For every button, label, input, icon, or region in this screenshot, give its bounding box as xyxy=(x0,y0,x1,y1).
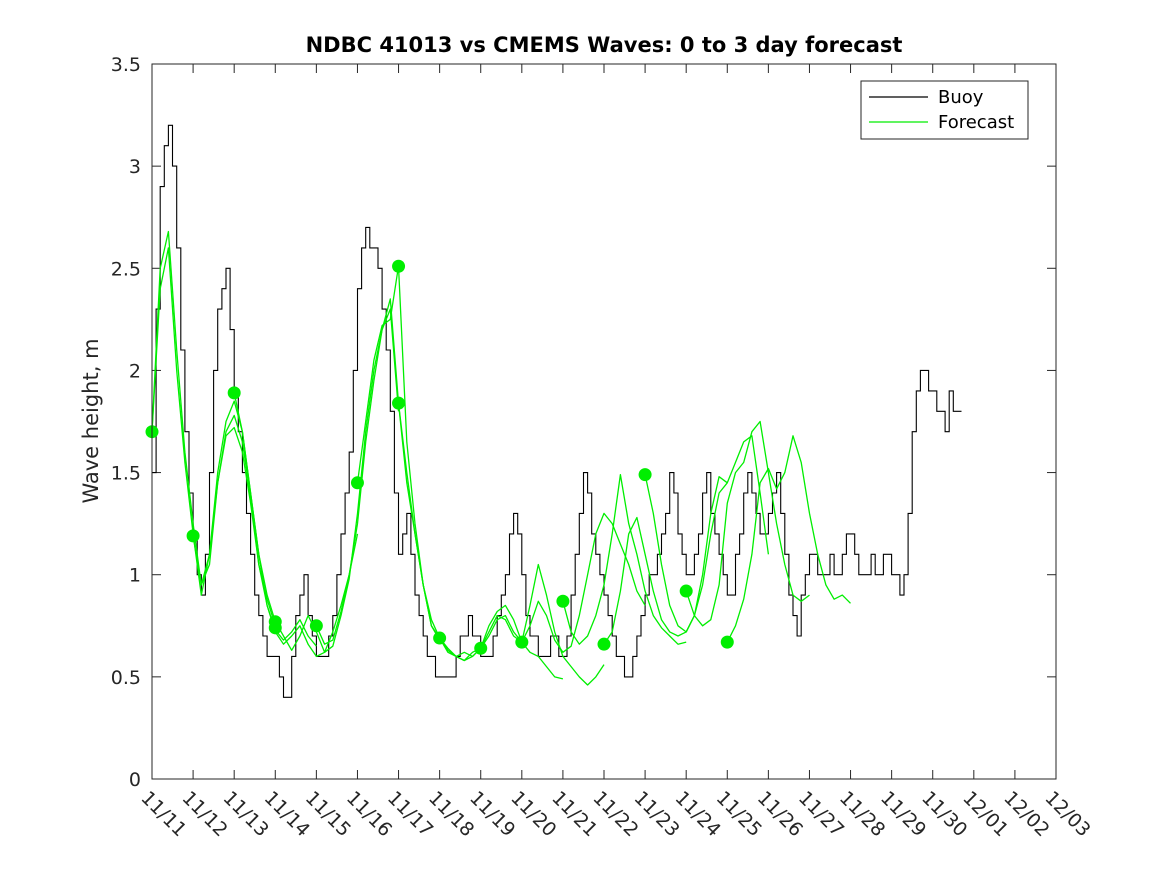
legend-buoy-label: Buoy xyxy=(938,87,984,108)
forecast-line xyxy=(562,473,687,645)
forecast-line xyxy=(233,392,359,658)
y-tick-label: 3.5 xyxy=(111,54,141,76)
forecast-start-point xyxy=(556,594,570,608)
forecast-line xyxy=(439,604,564,680)
y-tick-label: 0.5 xyxy=(111,667,141,689)
forecast-start-point xyxy=(392,396,406,410)
y-axis-label: Wave height, m xyxy=(79,338,103,503)
forecast-start-point xyxy=(597,637,611,651)
y-axis: 0 0.5 1 1.5 2 2.5 3 3.5 xyxy=(111,54,1056,791)
y-tick-label: 0 xyxy=(129,769,141,791)
y-tick-label: 1 xyxy=(129,565,141,587)
forecast-line xyxy=(480,563,605,686)
legend-box xyxy=(860,80,1029,140)
forecast-line xyxy=(644,435,770,633)
forecast-start-point xyxy=(433,631,447,645)
forecast-start-point xyxy=(515,635,529,649)
forecast-line xyxy=(274,308,400,653)
chart-title: NDBC 41013 vs CMEMS Waves: 0 to 3 day fo… xyxy=(306,33,903,57)
legend-forecast-label: Forecast xyxy=(938,112,1014,133)
y-tick-label: 2 xyxy=(129,360,141,382)
plot-area xyxy=(152,64,1056,779)
forecast-line xyxy=(521,512,646,653)
forecast-start-point xyxy=(186,529,200,543)
forecast-start-point xyxy=(309,619,323,633)
forecast-line xyxy=(685,420,810,627)
forecast-start-point xyxy=(720,635,734,649)
forecast-start-point xyxy=(679,584,693,598)
forecast-line xyxy=(726,435,851,643)
forecast-line xyxy=(356,265,482,658)
legend: Buoy Forecast xyxy=(860,80,1029,140)
y-tick-label: 2.5 xyxy=(111,258,141,280)
forecast-start-point xyxy=(638,468,652,482)
forecast-start-point xyxy=(350,476,364,490)
y-tick-label: 3 xyxy=(129,156,141,178)
forecast-start-point xyxy=(392,259,406,273)
forecast-series-group xyxy=(151,230,851,686)
forecast-start-point xyxy=(227,386,241,400)
forecast-start-point xyxy=(268,621,282,635)
y-tick-label: 1.5 xyxy=(111,463,141,485)
plot-frame xyxy=(151,63,1057,780)
forecast-line xyxy=(603,476,728,645)
forecast-start-markers xyxy=(145,259,734,655)
forecast-start-point xyxy=(474,641,488,655)
forecast-line xyxy=(192,426,317,647)
